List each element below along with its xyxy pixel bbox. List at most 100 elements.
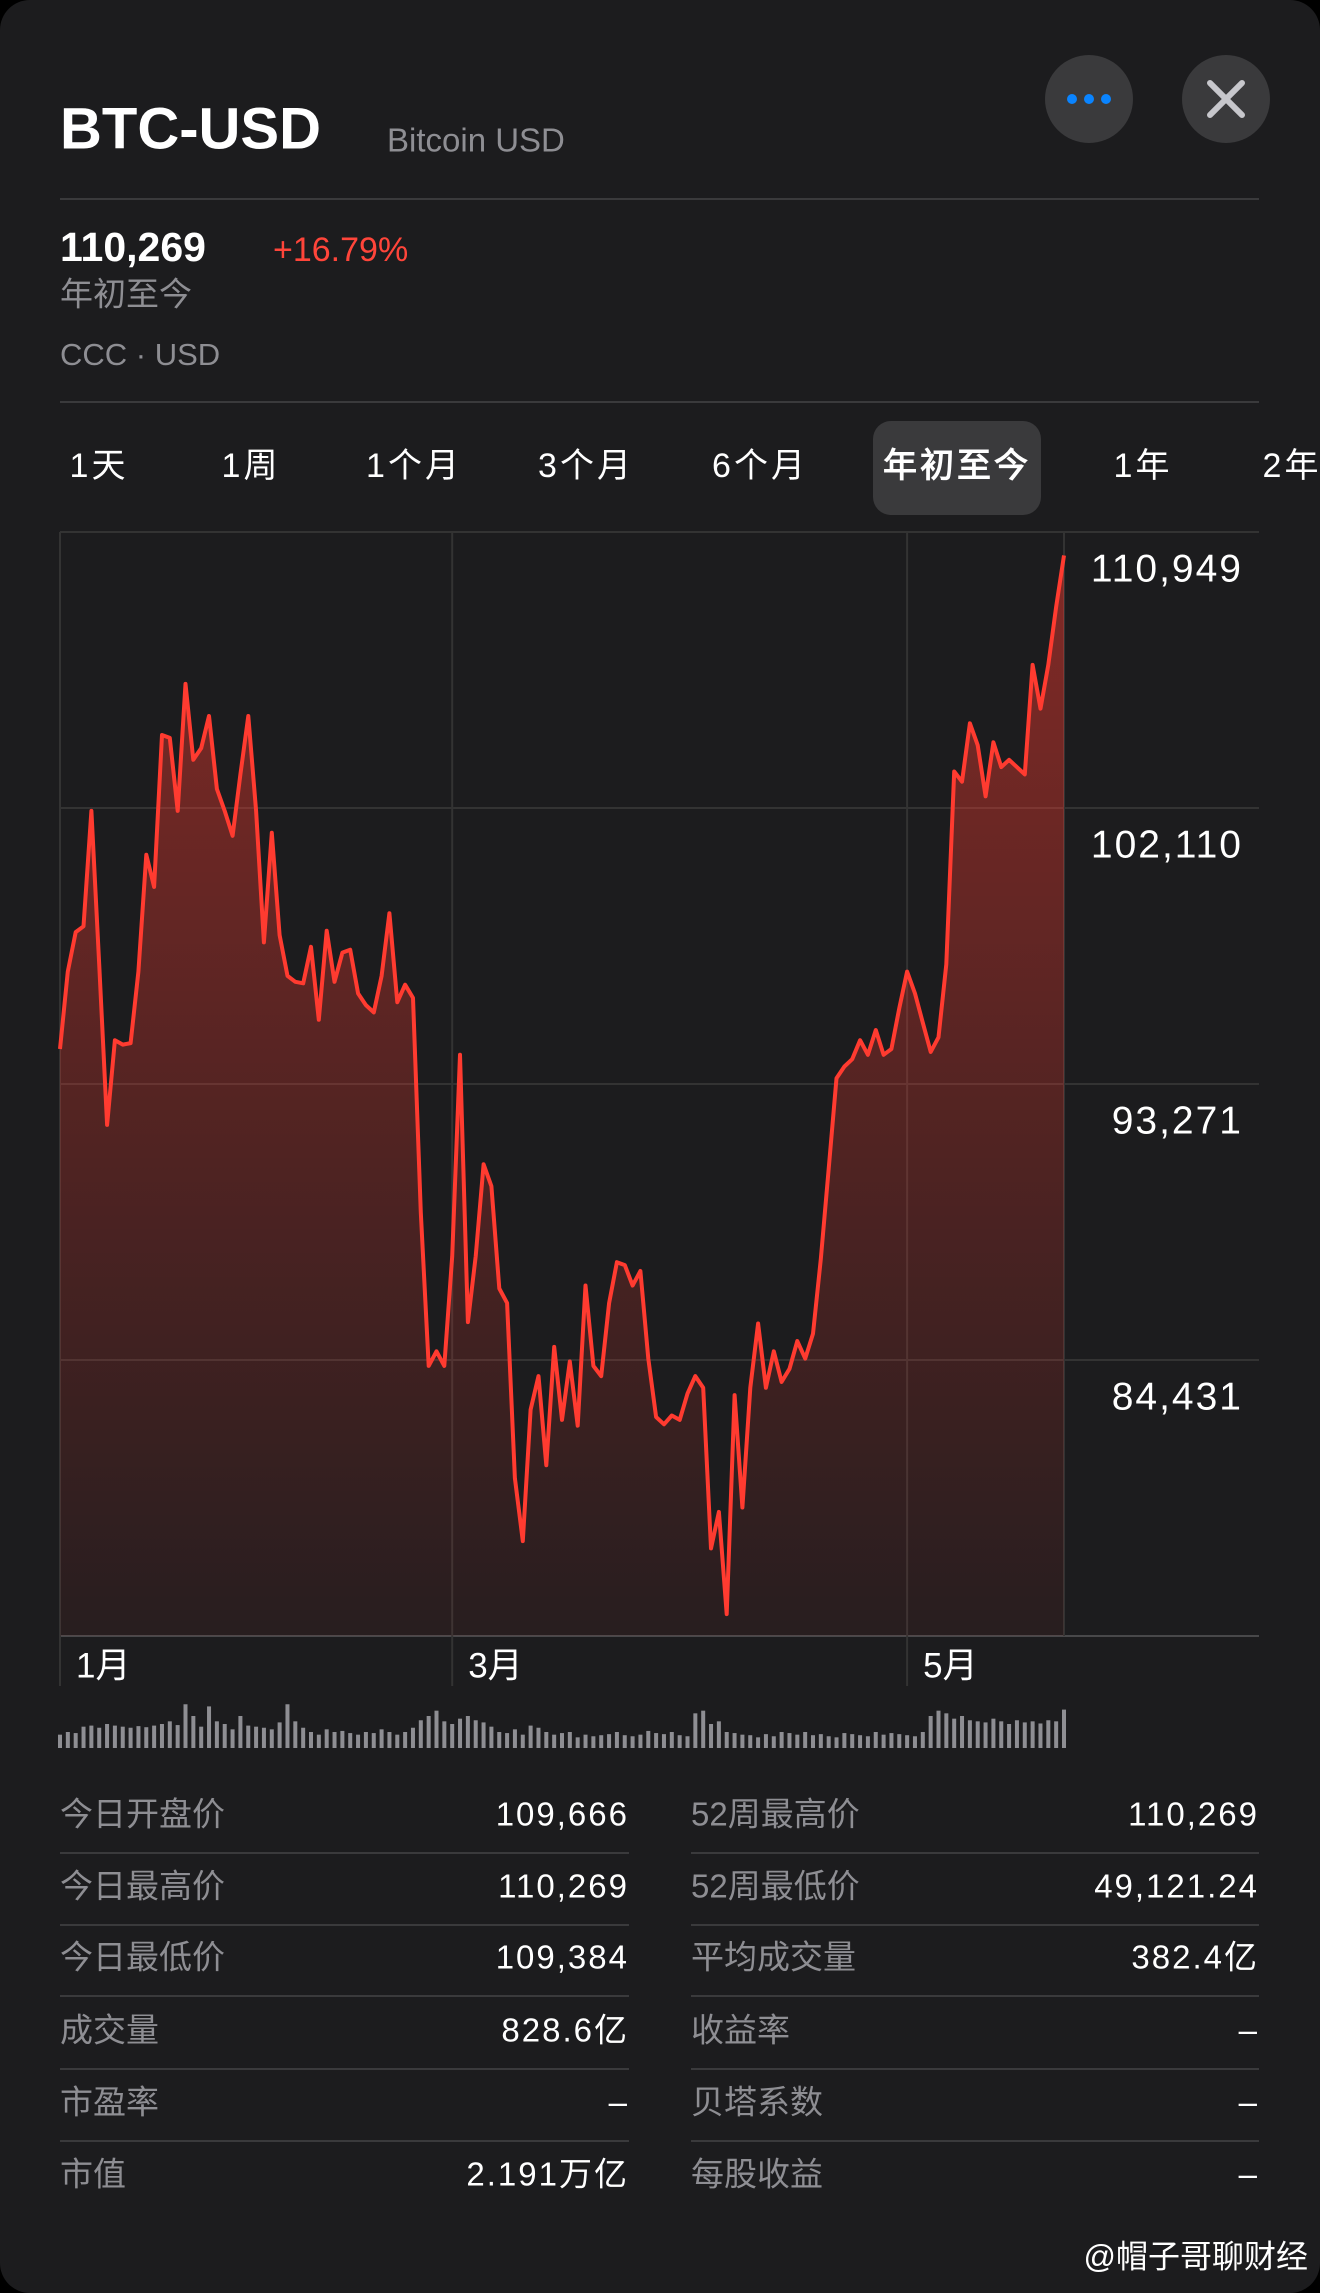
volume-bar xyxy=(787,1733,792,1748)
stat-label: 市值 xyxy=(60,2156,126,2193)
volume-bar xyxy=(1007,1724,1012,1748)
stat-label: 成交量 xyxy=(60,2012,159,2049)
volume-bar xyxy=(756,1737,761,1748)
volume-bar xyxy=(465,1716,470,1748)
dot xyxy=(1101,94,1111,104)
volume-bar xyxy=(395,1734,400,1748)
volume-bar xyxy=(575,1737,580,1748)
volume-bar xyxy=(348,1733,353,1748)
volume-bar xyxy=(677,1735,682,1748)
volume-bar xyxy=(97,1727,102,1748)
volume-bar xyxy=(183,1704,188,1748)
volume-bar xyxy=(991,1718,996,1748)
range-tab[interactable]: 年初至今 xyxy=(883,446,1031,485)
stat-value: 110,269 xyxy=(498,1868,629,1905)
change: +16.79% xyxy=(273,231,408,269)
volume-bar xyxy=(1046,1720,1051,1748)
volume-bar xyxy=(207,1706,212,1748)
volume-bar xyxy=(607,1734,612,1748)
volume-bar xyxy=(403,1732,408,1748)
volume-bar xyxy=(748,1735,753,1748)
volume-bar xyxy=(536,1727,541,1748)
volume-bar xyxy=(293,1721,298,1748)
x-tick-label: 1月 xyxy=(76,1646,130,1685)
volume-bar xyxy=(58,1734,62,1748)
volume-bar xyxy=(222,1724,227,1748)
volume-bar xyxy=(693,1713,698,1748)
x-tick-label: 5月 xyxy=(923,1646,977,1685)
volume-bar xyxy=(214,1721,219,1748)
range-tab[interactable]: 2年 xyxy=(1263,447,1320,485)
volume-bar xyxy=(983,1722,988,1748)
volume-bar xyxy=(512,1729,517,1748)
volume-bar xyxy=(316,1734,321,1748)
volume-bar xyxy=(410,1727,415,1748)
area xyxy=(60,555,1064,1636)
volume-bar xyxy=(340,1730,345,1748)
volume-bar xyxy=(685,1736,690,1748)
stat-value: 109,384 xyxy=(496,1939,629,1976)
exchange: CCC · USD xyxy=(60,337,220,372)
stat-value: 828.6亿 xyxy=(501,2012,629,2049)
volume-bar xyxy=(920,1732,925,1748)
watermark: @帽子哥聊财经 xyxy=(1084,2238,1309,2274)
volume-bar xyxy=(301,1727,306,1748)
volume-bar xyxy=(254,1726,259,1748)
volume-bar xyxy=(230,1729,235,1748)
volume-bar xyxy=(473,1720,478,1748)
range-tab[interactable]: 1年 xyxy=(1114,447,1173,485)
volume-bar xyxy=(716,1721,721,1748)
close-button[interactable] xyxy=(1182,55,1270,143)
volume-bar xyxy=(159,1724,164,1748)
volume-bar xyxy=(905,1735,910,1748)
stat-label: 今日开盘价 xyxy=(60,1796,225,1833)
volume-bar xyxy=(654,1733,659,1748)
stat-value: 110,269 xyxy=(1128,1796,1259,1833)
y-tick-label: 84,431 xyxy=(1112,1375,1243,1418)
range-tab[interactable]: 1天 xyxy=(70,447,129,485)
volume-bar xyxy=(136,1726,141,1748)
volume-bar xyxy=(881,1734,886,1748)
volume-bar xyxy=(481,1722,486,1748)
volume-bar xyxy=(105,1724,110,1748)
stat-value: 382.4亿 xyxy=(1131,1939,1259,1976)
range-tab[interactable]: 3个月 xyxy=(538,447,634,485)
more-button[interactable] xyxy=(1045,55,1133,143)
stat-value: – xyxy=(1239,2156,1259,2193)
volume-bar xyxy=(889,1733,894,1748)
volume-bar xyxy=(763,1734,768,1748)
volume-bar xyxy=(426,1716,431,1748)
range-tab-selected[interactable] xyxy=(873,421,1041,515)
volume-bar xyxy=(1062,1709,1066,1748)
y-tick-label: 110,949 xyxy=(1091,547,1243,590)
range-tab[interactable]: 6个月 xyxy=(712,447,808,485)
volume-bar xyxy=(238,1716,243,1748)
volume-bar xyxy=(944,1713,949,1748)
volume-bar xyxy=(630,1736,635,1748)
volume-bar xyxy=(701,1710,706,1748)
volume-bar xyxy=(128,1727,133,1748)
volume-bar xyxy=(1038,1723,1043,1748)
volume-bar xyxy=(975,1721,980,1748)
stat-label: 52周最高价 xyxy=(691,1796,860,1833)
stat-label: 贝塔系数 xyxy=(691,2084,823,2121)
volume-bar xyxy=(324,1729,329,1748)
volume-bar xyxy=(458,1718,463,1748)
volume-bar xyxy=(544,1732,549,1748)
volume-bar xyxy=(269,1729,274,1748)
volume-bar xyxy=(379,1729,384,1748)
stat-value: 109,666 xyxy=(496,1796,629,1833)
stat-label: 52周最低价 xyxy=(691,1868,860,1905)
volume-bar xyxy=(112,1725,117,1748)
range-tab[interactable]: 1周 xyxy=(222,447,281,485)
y-tick-label: 102,110 xyxy=(1091,823,1243,866)
volume-bar xyxy=(175,1725,180,1748)
volume-bar xyxy=(842,1733,847,1748)
volume-bar xyxy=(387,1732,392,1748)
volume-bar xyxy=(850,1734,855,1748)
range-tab[interactable]: 1个月 xyxy=(366,447,462,485)
volume-bar xyxy=(779,1732,784,1748)
volume-bar xyxy=(261,1727,266,1748)
